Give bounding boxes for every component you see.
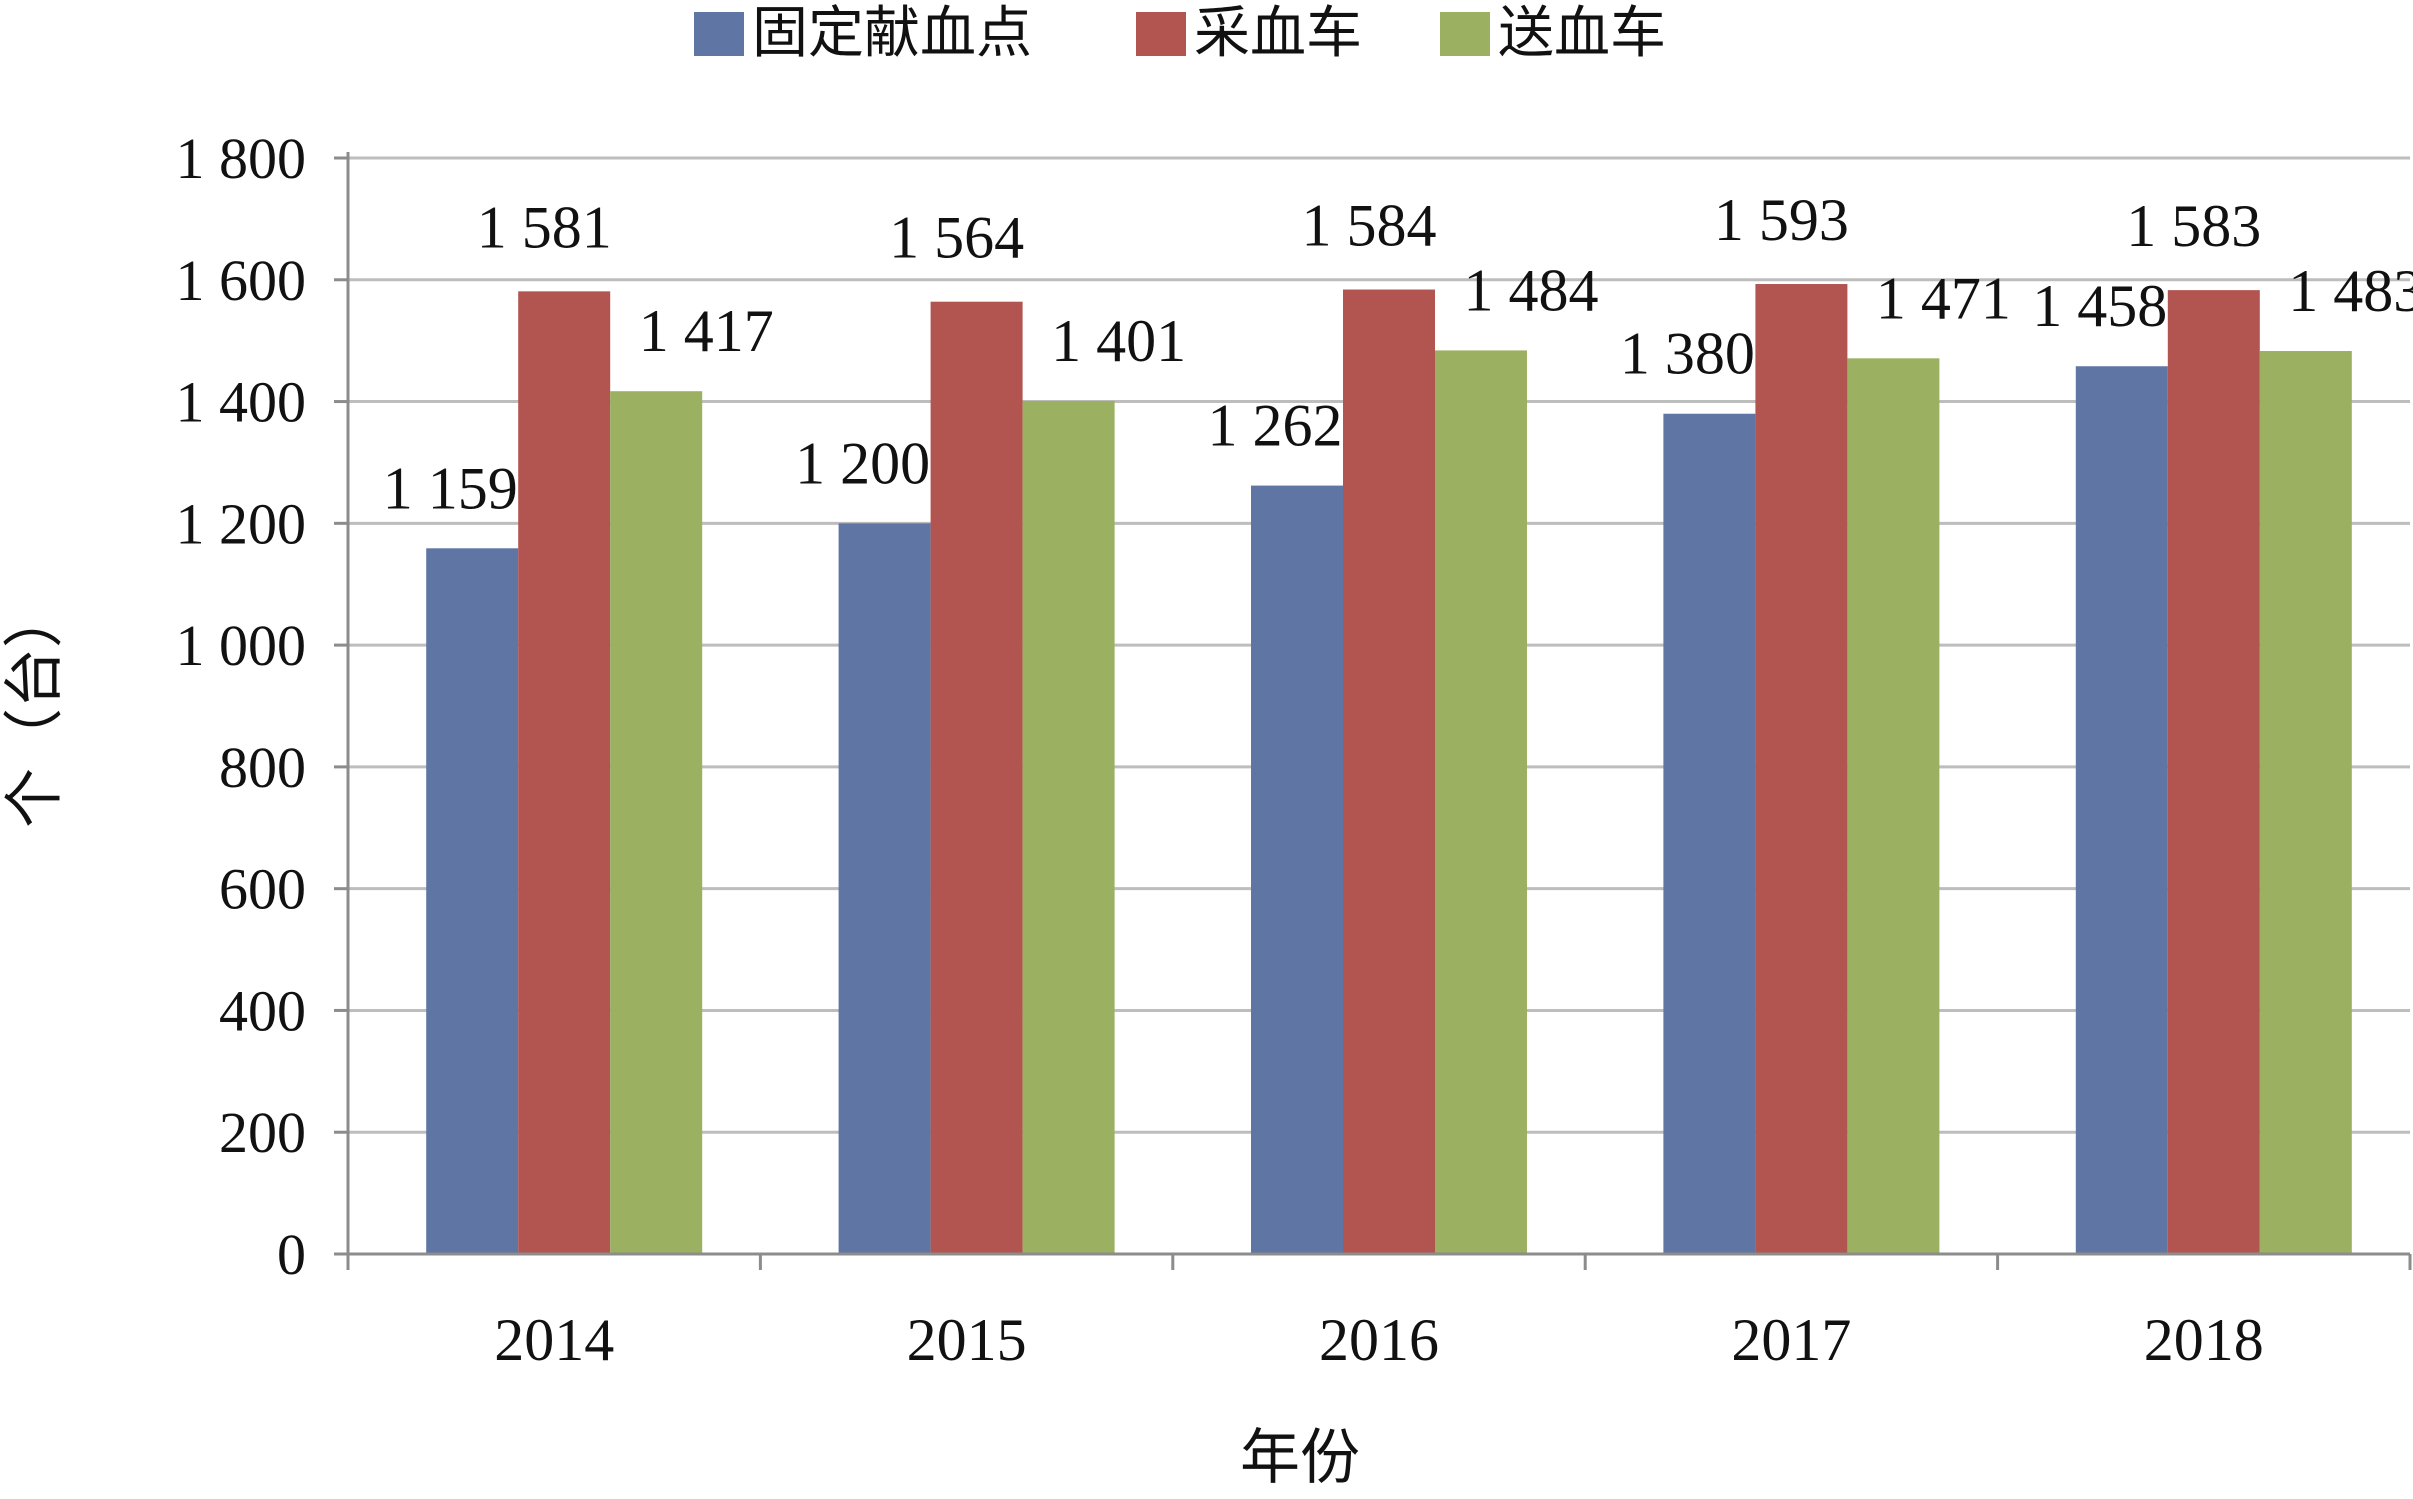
x-tick-label: 2015 [907,1307,1027,1373]
bar [1343,289,1435,1254]
y-tick-label: 1 800 [176,126,307,191]
legend: 固定献血点 采血车 送血车 [694,1,1666,66]
legend-swatch [1136,12,1186,56]
tick-labels: 0 200 400 600 800 1 000 1 200 1 400 1 600 1 800 20… [176,126,2264,1373]
data-labels: 1 159 1 581 1 417 1 200 1 564 1 401 1 262 1 584… [383,187,2413,521]
y-tick-label: 0 [277,1222,306,1287]
x-tick-label: 2016 [1319,1307,1439,1373]
bar [518,291,611,1254]
y-tick-label: 800 [219,735,306,800]
legend-label: 采血车 [1194,1,1362,66]
data-label: 1 564 [889,205,1024,271]
bar [426,548,519,1254]
y-tick-label: 1 000 [176,613,307,678]
data-label: 1 262 [1208,393,1343,459]
y-tick-label: 600 [219,857,306,922]
y-tick-label: 400 [219,978,306,1043]
data-label: 1 581 [477,194,612,260]
legend-swatch [1440,12,1490,56]
bar [1847,358,1940,1254]
data-label: 1 200 [795,430,930,496]
legend-label: 固定献血点 [752,1,1032,66]
bar [838,523,931,1254]
bar [1755,284,1848,1254]
y-tick-label: 1 200 [176,491,307,556]
data-label: 1 458 [2032,273,2167,339]
data-label: 1 484 [1464,257,1599,323]
y-axis-label: 个（台） [0,588,70,828]
bar [1022,400,1115,1254]
bar [1251,485,1343,1254]
x-tick-label: 2017 [1731,1307,1851,1373]
data-label: 1 471 [1876,265,2011,331]
legend-label: 送血车 [1498,1,1666,66]
data-label: 1 593 [1714,187,1849,253]
x-axis-label: 年份 [1240,1423,1360,1493]
bar [2259,351,2352,1254]
data-label: 1 584 [1302,193,1437,259]
bar [1435,350,1527,1254]
data-label: 1 401 [1051,308,1186,374]
y-tick-label: 1 400 [176,370,307,435]
data-label: 1 380 [1620,321,1755,387]
x-tick-label: 2014 [494,1307,614,1373]
bar [2167,290,2260,1254]
bars [426,284,2352,1255]
bar [930,301,1023,1255]
axes [334,152,2412,1270]
y-tick-label: 1 600 [176,248,307,313]
data-label: 1 417 [639,298,774,364]
data-label: 1 159 [383,455,518,521]
data-label: 1 483 [2288,258,2413,324]
bar [610,391,703,1254]
data-label: 1 583 [2126,193,2261,259]
bar [1663,413,1756,1254]
legend-swatch [694,12,744,56]
bar [2075,366,2168,1254]
y-tick-label: 200 [219,1100,306,1165]
x-tick-label: 2018 [2144,1307,2264,1373]
